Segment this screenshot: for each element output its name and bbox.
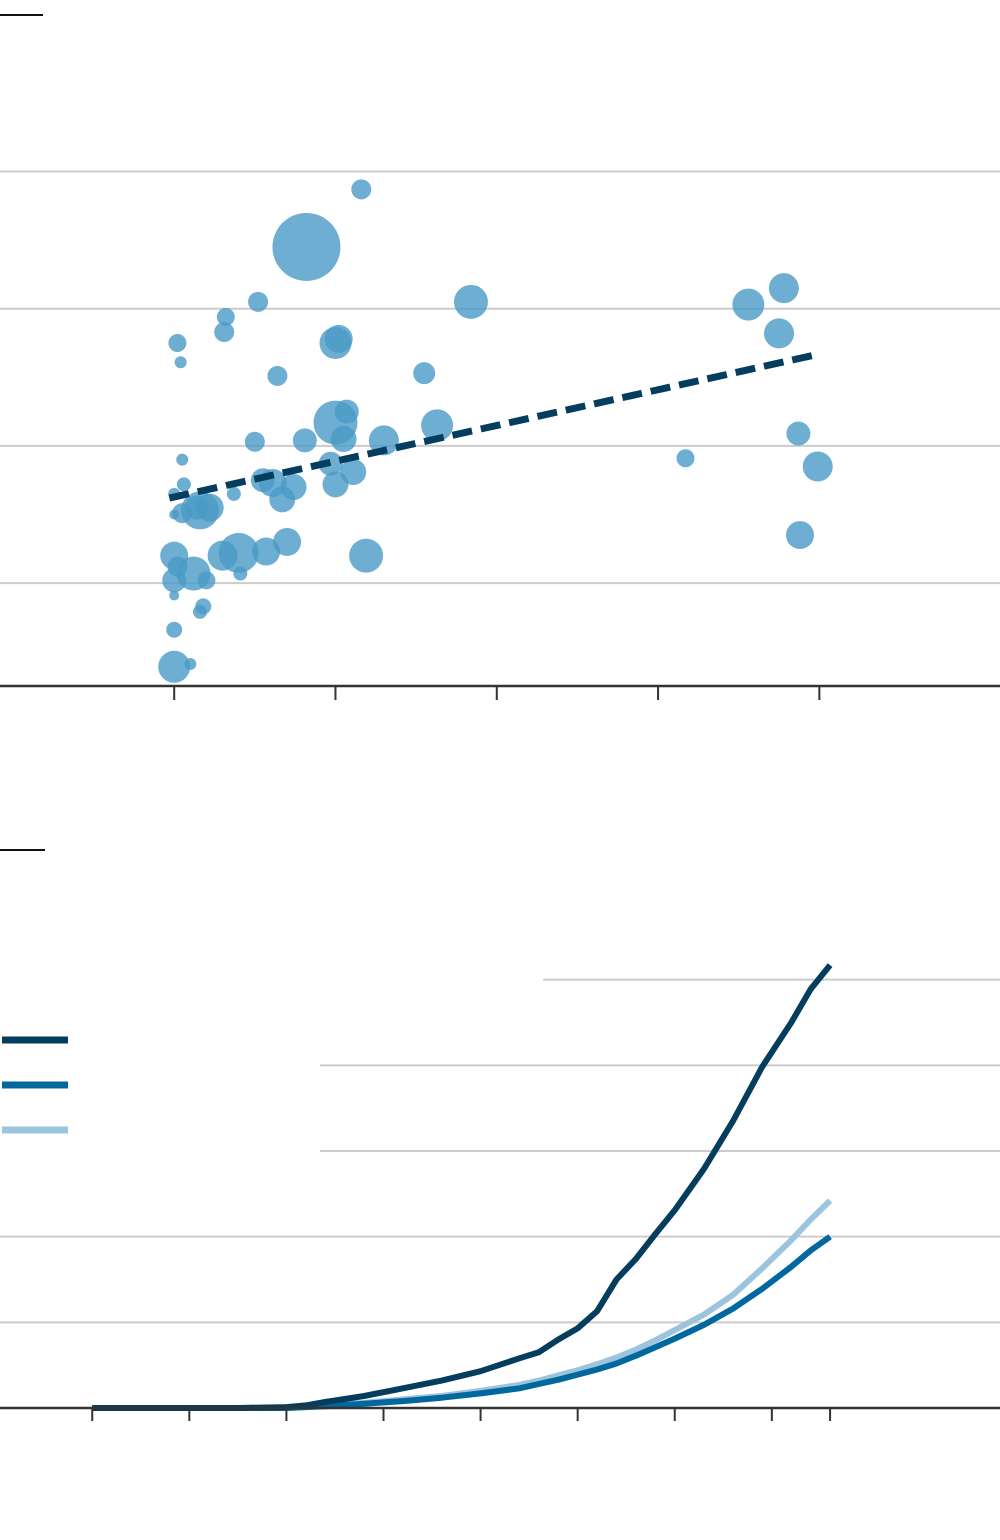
bubble-31 bbox=[340, 458, 367, 485]
top-chart-x-ticks bbox=[173, 686, 821, 700]
bubble-21 bbox=[195, 493, 224, 522]
trendline bbox=[168, 350, 821, 502]
bubble-40 bbox=[413, 362, 436, 385]
line-chart bbox=[0, 849, 1000, 1421]
bubble-33 bbox=[244, 431, 265, 452]
bubble-49 bbox=[453, 284, 488, 319]
bubble-48 bbox=[324, 324, 353, 353]
bubble-10 bbox=[160, 541, 189, 570]
bubble-scatter-chart bbox=[0, 14, 1000, 700]
bubble-37 bbox=[334, 399, 359, 424]
bottom-chart-gridlines bbox=[0, 978, 1000, 1324]
series-line-0 bbox=[92, 963, 833, 1411]
bubble-16 bbox=[349, 538, 384, 573]
bubble-46 bbox=[248, 291, 269, 312]
bubble-1 bbox=[184, 658, 197, 671]
bubble-42 bbox=[168, 334, 187, 352]
bubble-27 bbox=[280, 474, 307, 501]
bubble-23 bbox=[226, 486, 241, 501]
top-chart-bubbles bbox=[158, 179, 833, 683]
bubble-57 bbox=[802, 451, 833, 482]
bubble-50 bbox=[272, 212, 341, 281]
bubble-34 bbox=[292, 428, 317, 453]
bubble-51 bbox=[351, 179, 372, 200]
bubble-55 bbox=[764, 318, 795, 349]
bubble-14 bbox=[252, 537, 281, 566]
bubble-43 bbox=[174, 356, 187, 369]
bubble-15 bbox=[273, 527, 302, 556]
bottom-chart-x-ticks bbox=[91, 1408, 832, 1421]
bubble-41 bbox=[267, 365, 288, 386]
bubble-0 bbox=[158, 650, 191, 683]
bubble-13 bbox=[233, 566, 248, 581]
bubble-2 bbox=[166, 621, 183, 638]
bubble-54 bbox=[768, 273, 799, 304]
bubble-52 bbox=[676, 449, 695, 468]
bottom-chart-series bbox=[92, 963, 833, 1411]
bubble-58 bbox=[786, 521, 814, 550]
bubble-53 bbox=[732, 288, 765, 321]
bubble-36 bbox=[330, 426, 357, 453]
top-chart-trendline-group bbox=[168, 350, 821, 502]
bubble-44 bbox=[214, 322, 235, 343]
bubble-45 bbox=[216, 307, 235, 326]
bubble-4 bbox=[193, 604, 207, 619]
bubble-12 bbox=[218, 532, 259, 573]
bubble-5 bbox=[169, 590, 180, 601]
bubble-39 bbox=[421, 409, 454, 442]
bubble-56 bbox=[786, 421, 811, 446]
bubble-38 bbox=[368, 425, 399, 456]
bottom-chart-legend bbox=[2, 1036, 68, 1134]
top-chart-gridlines bbox=[0, 170, 1000, 585]
bubble-29 bbox=[176, 453, 189, 466]
bubble-28 bbox=[176, 477, 191, 492]
